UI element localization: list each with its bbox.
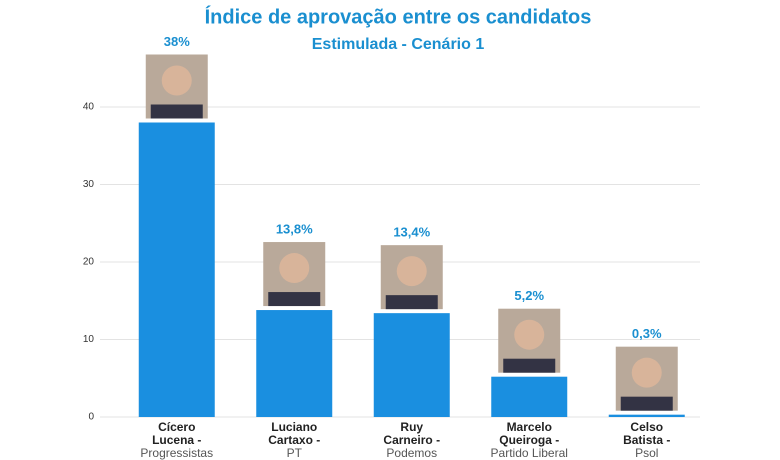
y-tick-label: 10 [83, 334, 95, 345]
candidate-party: Partido Liberal [490, 446, 568, 460]
value-label: 0,3% [632, 326, 662, 341]
x-tick-label: Ruy Carneiro - Podemos [362, 421, 462, 460]
x-tick-label: Marcelo Queiroga - Partido Liberal [479, 421, 579, 460]
x-tick-label: Celso Batista - Psol [597, 421, 697, 460]
photo-face [396, 256, 427, 287]
bar [491, 376, 568, 417]
photo-shoulders [503, 358, 556, 373]
photo-shoulders [620, 396, 673, 411]
photo-face [631, 357, 662, 388]
photo-shoulders [385, 295, 438, 310]
candidate-name: Cícero Lucena - [152, 420, 202, 447]
x-tick-label: Cícero Lucena - Progressistas [127, 421, 227, 460]
x-tick-label: Luciano Cartaxo - PT [244, 421, 344, 460]
bar [608, 414, 685, 417]
photo-face [279, 253, 310, 284]
y-tick-label: 20 [83, 257, 95, 268]
bar [138, 122, 215, 417]
candidate-name: Marcelo Queiroga - [499, 420, 560, 447]
value-label: 5,2% [514, 288, 544, 303]
photo-shoulders [268, 292, 321, 307]
y-tick-label: 0 [88, 412, 94, 423]
candidate-name: Ruy Carneiro - [383, 420, 441, 447]
candidate-party: Podemos [386, 446, 438, 460]
candidate-party: Psol [635, 446, 659, 460]
photo-shoulders [150, 104, 203, 119]
candidate-name: Luciano Cartaxo - [268, 420, 321, 447]
photo-face [161, 65, 192, 96]
candidate-party: Progressistas [140, 446, 214, 460]
bar [256, 310, 333, 417]
photo-face [514, 319, 545, 350]
candidate-party: PT [286, 446, 302, 460]
value-label: 13,4% [393, 225, 430, 240]
value-label: 13,8% [276, 221, 313, 236]
bar [373, 313, 450, 417]
y-tick-label: 40 [83, 102, 95, 113]
candidate-name: Celso Batista - [623, 420, 671, 447]
y-tick-label: 30 [83, 179, 95, 190]
chart-subtitle: Estimulada - Cenário 1 [312, 36, 485, 53]
chart-title: Índice de aprovação entre os candidatos [205, 5, 592, 28]
value-label: 38% [164, 34, 190, 49]
